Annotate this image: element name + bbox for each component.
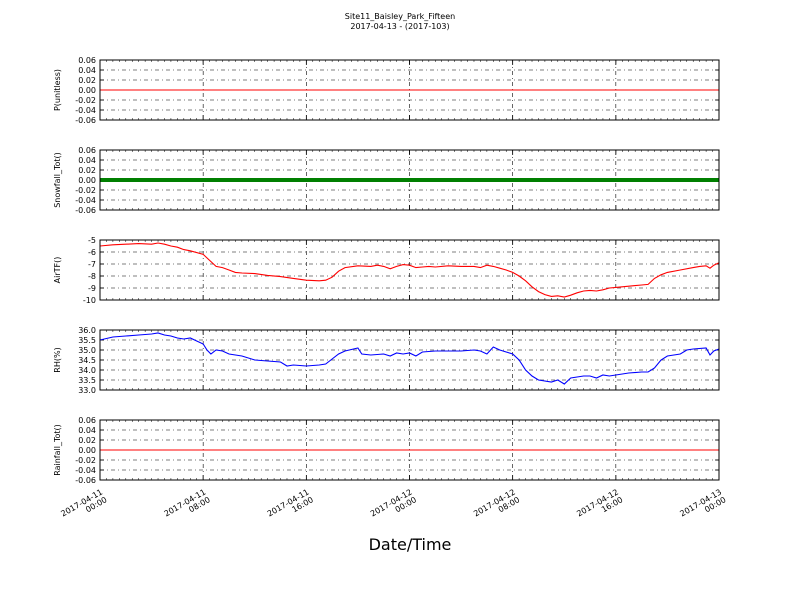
- panel-frame: [99, 329, 720, 391]
- y-tick-label: 0.00: [78, 446, 96, 455]
- y-tick-label: 0.04: [78, 156, 96, 165]
- y-tick-label: 34.5: [78, 356, 96, 365]
- y-tick-label: 36.0: [78, 326, 96, 335]
- y-tick-label: -0.02: [75, 186, 96, 195]
- y-tick-label: 0.00: [78, 86, 96, 95]
- y-axis-label: Rainfall_Tot(): [53, 424, 62, 476]
- y-tick-label: -6: [88, 248, 96, 257]
- y-tick-label: -0.02: [75, 456, 96, 465]
- y-axis-label: RH(%): [53, 347, 62, 372]
- y-tick-label: 0.06: [78, 416, 96, 425]
- chart-title: Site11_Baisley_Park_Fifteen: [345, 12, 455, 21]
- y-tick-label: -0.06: [75, 116, 96, 125]
- y-tick-label: 34.0: [78, 366, 96, 375]
- x-axis-label: Date/Time: [369, 535, 452, 554]
- y-tick-label: 0.06: [78, 146, 96, 155]
- y-axis-label: AirTF(): [53, 257, 62, 284]
- series-line-3: [99, 242, 720, 298]
- panel-3: -5 -6 -7 -8 -9 -10 AirTF(): [53, 236, 720, 305]
- panel-5: 0.060.040.020.00-0.02-0.04-0.06 Rainfall_…: [53, 416, 720, 485]
- series-line-4: [99, 332, 720, 385]
- y-tick-label: 35.0: [78, 346, 96, 355]
- y-tick-label: 0.02: [78, 436, 96, 445]
- y-tick-label: -0.04: [75, 196, 96, 205]
- y-axis-label: P(unitless): [53, 69, 62, 111]
- y-tick-label: -0.04: [75, 466, 96, 475]
- y-tick-label: 33.0: [78, 386, 96, 395]
- y-tick-label: -10: [83, 296, 96, 305]
- y-tick-label: 33.5: [78, 376, 96, 385]
- panel-4: 36.035.535.034.534.033.533.0 RH(%): [53, 326, 720, 395]
- panels-group: 0.060.040.020.00-0.02-0.04-0.06P(unitles…: [53, 56, 720, 485]
- y-tick-label: -9: [88, 284, 96, 293]
- y-tick-label: -0.04: [75, 106, 96, 115]
- chart-subtitle: 2017-04-13 - (2017-103): [350, 22, 449, 31]
- y-tick-label: -0.06: [75, 476, 96, 485]
- y-tick-label: -0.06: [75, 206, 96, 215]
- y-tick-label: 0.00: [78, 176, 96, 185]
- y-tick-label: 0.02: [78, 166, 96, 175]
- panel-2: 0.060.040.020.00-0.02-0.04-0.06 Snowfall_…: [53, 146, 720, 215]
- panel-frame: [99, 239, 720, 301]
- y-tick-label: -8: [88, 272, 96, 281]
- y-tick-label: 35.5: [78, 336, 96, 345]
- y-tick-label: 0.04: [78, 66, 96, 75]
- y-tick-label: -5: [88, 236, 96, 245]
- panel-frame: [99, 59, 720, 121]
- y-tick-label: 0.04: [78, 426, 96, 435]
- y-tick-label: 0.06: [78, 56, 96, 65]
- panel-1: 0.060.040.020.00-0.02-0.04-0.06 P(unitles…: [53, 56, 720, 125]
- panel-frame: [99, 149, 720, 211]
- y-tick-label: 0.02: [78, 76, 96, 85]
- panel-frame: [99, 419, 720, 481]
- y-axis-label: Snowfall_Tot(): [53, 152, 62, 208]
- y-tick-label: -7: [88, 260, 96, 269]
- y-tick-label: -0.02: [75, 96, 96, 105]
